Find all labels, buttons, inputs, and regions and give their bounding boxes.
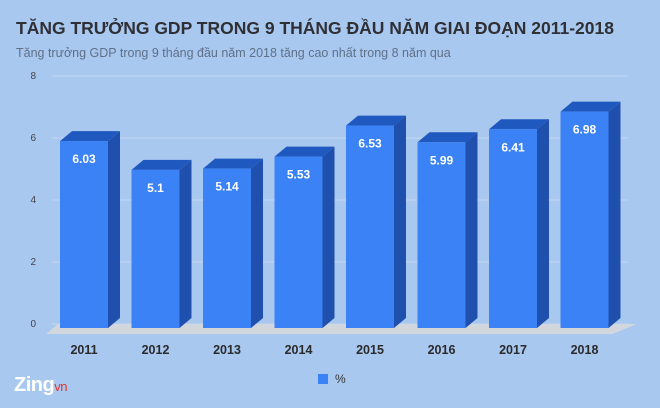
bar-front xyxy=(60,141,108,328)
x-tick-label: 2017 xyxy=(499,343,527,357)
data-label: 5.14 xyxy=(215,180,239,194)
bar-top xyxy=(131,159,192,170)
bar-side xyxy=(322,146,335,328)
y-axis: 0 2 4 6 8 xyxy=(30,71,36,330)
bar: 5.99 xyxy=(417,132,478,328)
bar-front xyxy=(131,169,180,328)
floor-plane xyxy=(46,324,637,334)
y-tick-label: 2 xyxy=(30,257,36,268)
data-label: 6.53 xyxy=(358,137,382,151)
zing-logo: Zingvn xyxy=(14,374,67,397)
bar-side xyxy=(251,158,263,328)
bar-top xyxy=(60,131,120,142)
x-tick-label: 2018 xyxy=(571,343,599,357)
logo-suffix: vn xyxy=(54,379,67,394)
bars: 6.03 5.1 5.14 5.53 6.53 5.99 6.41 6.98 xyxy=(60,101,621,329)
logo-main: Zing xyxy=(14,374,55,396)
data-label: 5.99 xyxy=(430,153,454,167)
bar-front xyxy=(489,129,537,328)
bar: 5.53 xyxy=(274,146,335,328)
y-tick-label: 8 xyxy=(30,71,36,82)
bar-side xyxy=(179,159,192,328)
bar-front xyxy=(346,125,394,328)
bar-front xyxy=(560,111,609,329)
y-tick-label: 0 xyxy=(30,319,36,330)
bar-side xyxy=(608,101,621,329)
x-tick-label: 2011 xyxy=(70,343,97,357)
x-axis: 2011 2012 2013 2014 2015 2016 2017 2018 xyxy=(70,343,598,357)
bar-top xyxy=(203,158,263,169)
bar-side xyxy=(537,119,549,328)
data-label: 5.53 xyxy=(287,168,311,182)
bar-front xyxy=(203,168,251,328)
bar: 5.1 xyxy=(131,159,192,328)
x-tick-label: 2012 xyxy=(142,343,170,357)
y-tick-label: 4 xyxy=(30,195,36,206)
bar-side xyxy=(394,115,406,328)
bar-top xyxy=(346,115,406,126)
y-tick-label: 6 xyxy=(30,133,36,144)
data-label: 5.1 xyxy=(147,181,164,195)
bar-front xyxy=(417,142,466,328)
bar: 6.53 xyxy=(346,115,406,328)
data-label: 6.03 xyxy=(72,152,96,166)
bar-top xyxy=(560,101,621,112)
chart-floor xyxy=(46,324,637,334)
chart-title: TĂNG TRƯỞNG GDP TRONG 9 THÁNG ĐẦU NĂM GI… xyxy=(16,18,614,38)
x-tick-label: 2015 xyxy=(356,343,384,357)
bar: 6.41 xyxy=(489,119,549,328)
bar-top xyxy=(274,146,335,157)
chart-subtitle: Tăng trưởng GDP trong 9 tháng đầu năm 20… xyxy=(16,46,451,60)
bar-top xyxy=(489,119,549,130)
x-tick-label: 2016 xyxy=(428,343,456,357)
legend-swatch xyxy=(318,374,328,384)
bar-front xyxy=(274,156,323,328)
bar-side xyxy=(108,131,120,328)
bar: 6.03 xyxy=(60,131,120,328)
x-tick-label: 2013 xyxy=(213,343,241,357)
bar-side xyxy=(465,132,478,328)
x-tick-label: 2014 xyxy=(285,343,313,357)
data-label: 6.41 xyxy=(501,140,525,154)
legend: % xyxy=(318,372,346,386)
legend-label: % xyxy=(335,372,346,386)
data-label: 6.98 xyxy=(573,123,597,137)
bar: 6.98 xyxy=(560,101,621,329)
bar: 5.14 xyxy=(203,158,263,328)
bar-top xyxy=(417,132,478,143)
